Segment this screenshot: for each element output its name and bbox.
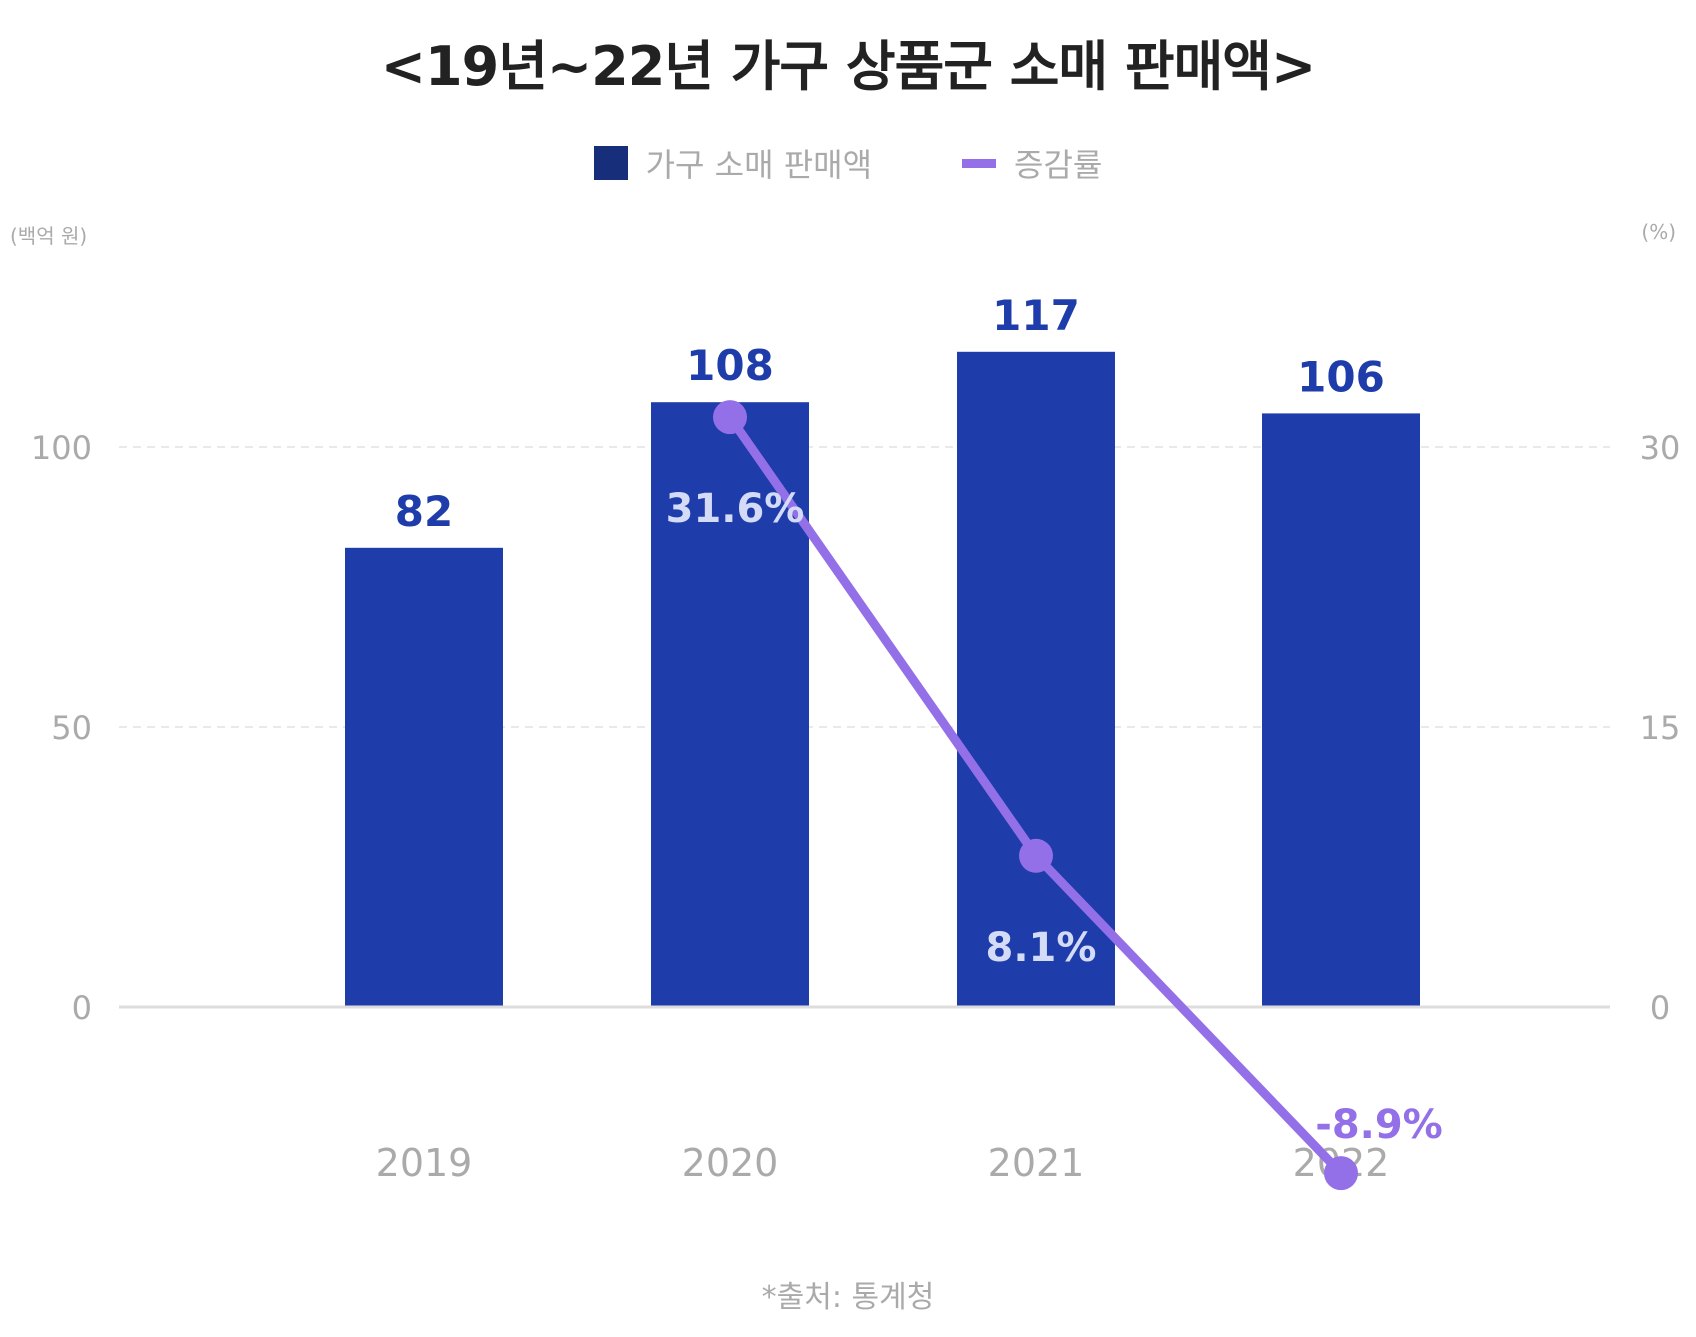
source-note: *출처: 통계청 (761, 1280, 935, 1315)
rate-value-label: 31.6% (666, 486, 805, 532)
rate-point-2020 (713, 400, 747, 435)
right-axis-unit: (%) (1641, 220, 1676, 244)
bar-value-label: 108 (686, 341, 774, 390)
chart-title: <19년~22년 가구 상품군 소매 판매액> (380, 35, 1316, 98)
right-axis-tick: 0 (1650, 989, 1670, 1027)
rate-point-2022 (1324, 1156, 1358, 1191)
right-axis-tick: 15 (1640, 709, 1681, 747)
legend: 가구 소매 판매액 증감률 (0, 140, 1696, 186)
rate-value-label: 8.1% (986, 925, 1097, 971)
bar-2022 (1262, 413, 1420, 1007)
legend-swatch-line (962, 158, 997, 168)
x-axis-tick: 2019 (376, 1141, 473, 1185)
left-axis-unit: (백억 원) (10, 224, 88, 248)
legend-label: 가구 소매 판매액 (645, 146, 873, 184)
right-axis-tick: 30 (1640, 429, 1681, 467)
bar-value-label: 117 (992, 291, 1080, 340)
legend-label: 증감률 (1014, 146, 1103, 184)
left-axis-tick: 0 (72, 989, 92, 1027)
left-axis-tick: 100 (31, 429, 92, 467)
left-axis-tick: 50 (51, 709, 92, 747)
legend-item-rate: 증감률 (962, 140, 1102, 186)
bar-value-label: 82 (395, 487, 453, 536)
x-axis-tick: 2020 (682, 1141, 779, 1185)
legend-item-sales: 가구 소매 판매액 (593, 140, 873, 186)
bar-2021 (957, 351, 1115, 1007)
x-axis-tick: 2021 (988, 1141, 1085, 1185)
rate-value-label: -8.9% (1315, 1102, 1443, 1148)
legend-swatch-bar (593, 146, 628, 180)
bar-2020 (651, 402, 809, 1007)
rate-point-2021 (1019, 838, 1053, 873)
bar-value-label: 106 (1297, 352, 1385, 401)
bar-2019 (345, 547, 503, 1007)
